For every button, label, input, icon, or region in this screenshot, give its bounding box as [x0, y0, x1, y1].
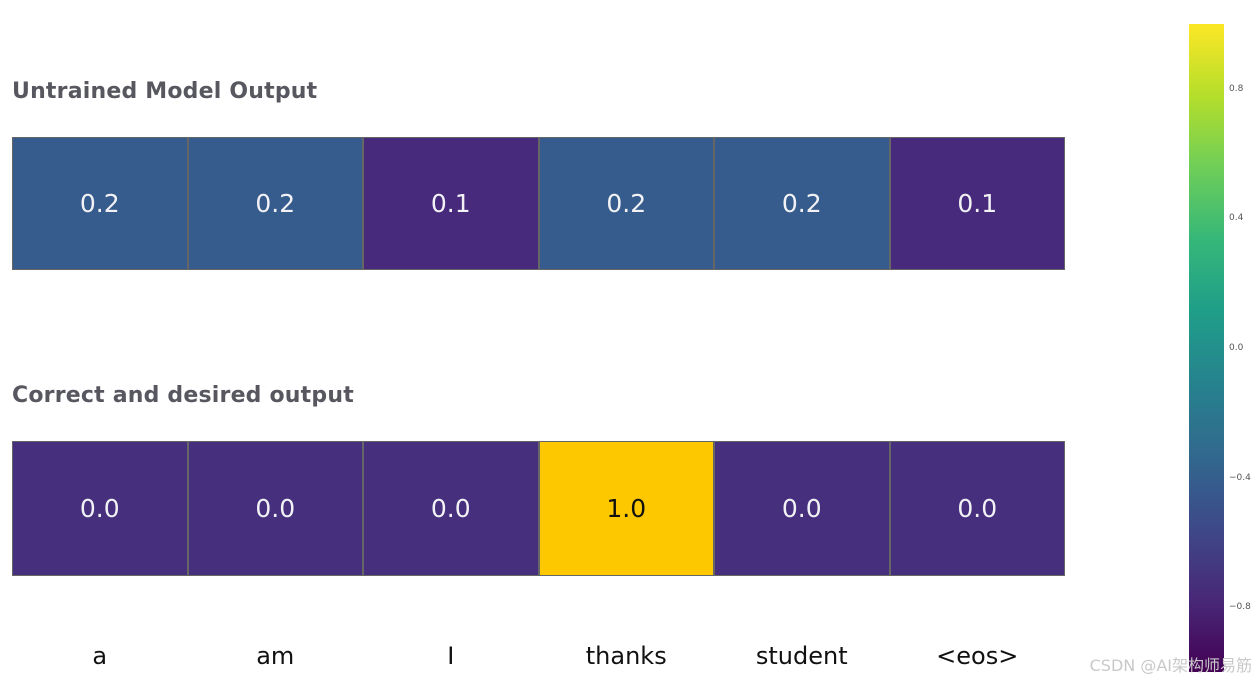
token-label: am: [256, 642, 295, 670]
token-label: student: [755, 642, 848, 670]
colorbar-tick-label: 0.0: [1229, 343, 1244, 353]
heatmap-cell: 1.0: [539, 442, 713, 575]
heatmap-cell: 0.2: [13, 138, 187, 269]
heatmap-row-correct: 0.0 0.0 0.0 1.0 0.0 0.0: [12, 441, 1065, 576]
token-label: a: [92, 642, 108, 670]
colorbar-gradient: [1189, 24, 1224, 672]
colorbar-tick-label: −0.4: [1229, 472, 1251, 483]
heatmap-cell: 0.0: [715, 442, 889, 575]
token-label: <eos>: [936, 642, 1019, 670]
heatmap-cell: 0.0: [13, 442, 187, 575]
row-title-correct: Correct and desired output: [12, 383, 354, 408]
heatmap-cell: 0.2: [715, 138, 889, 269]
watermark: CSDN @AI架构师易筋: [1089, 656, 1252, 675]
heatmap-cell: 0.0: [890, 442, 1064, 575]
heatmap-cell: 0.1: [890, 138, 1064, 269]
colorbar-tick-label: −0.8: [1229, 602, 1251, 613]
colorbar-tick-label: 0.8: [1229, 83, 1244, 94]
token-label: I: [447, 642, 455, 670]
heatmap-cell: 0.1: [364, 138, 538, 269]
colorbar-tick-label: 0.4: [1229, 213, 1244, 224]
heatmap-row-untrained: 0.2 0.2 0.1 0.2 0.2 0.1: [12, 137, 1065, 270]
row-title-untrained: Untrained Model Output: [12, 79, 318, 104]
heatmap-cell: 0.2: [539, 138, 713, 269]
heatmap-cell: 0.0: [188, 442, 362, 575]
token-label: thanks: [585, 642, 667, 670]
heatmap-cell: 0.0: [364, 442, 538, 575]
heatmap-cell: 0.2: [188, 138, 362, 269]
